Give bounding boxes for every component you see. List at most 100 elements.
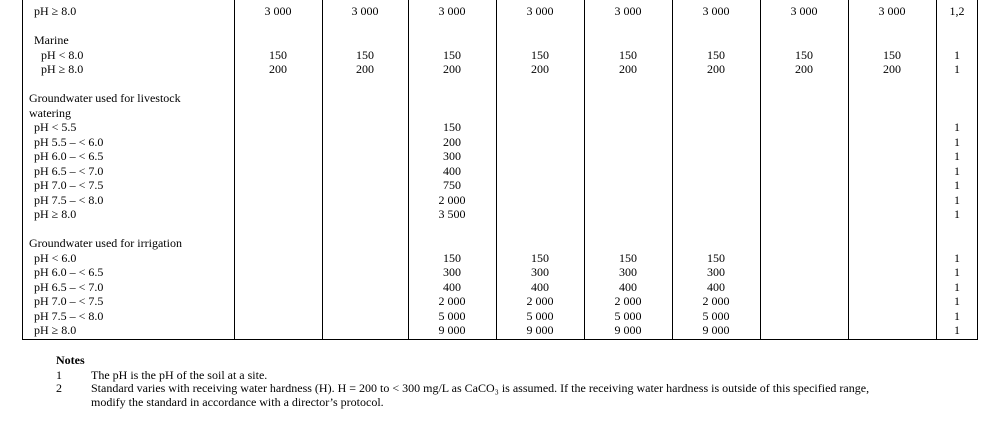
table-row [22, 222, 978, 237]
value-cell: 2 000 [438, 294, 466, 308]
value-cell: 150 [883, 47, 901, 62]
table-bottom-border [22, 339, 978, 340]
value-cell [848, 251, 936, 266]
note-text: The pH is the pH of the soil at a site. [91, 367, 268, 382]
note-ref-cell: 1 [954, 207, 960, 221]
value-cell: 150 [531, 47, 549, 62]
value-cell: 2 000 [526, 294, 554, 308]
value-cell: 150 [443, 47, 461, 62]
table-row: Groundwater used for livestock [22, 91, 978, 106]
value-cell [848, 164, 936, 179]
note-ref-cell: 1 [954, 163, 960, 178]
value-cell [760, 120, 848, 135]
table-column-border [977, 0, 978, 339]
table-column-border [760, 0, 761, 339]
note-ref-cell [936, 33, 978, 48]
value-cell [760, 309, 848, 324]
value-cell [496, 135, 584, 150]
value-cell: 400 [443, 279, 461, 294]
notes-title: Notes [56, 353, 85, 367]
value-cell [234, 178, 322, 193]
value-cell [584, 193, 672, 208]
note-ref-cell: 1 [954, 279, 960, 294]
value-cell [760, 280, 848, 295]
note-ref-cell: 1,2 [949, 4, 965, 18]
row-label: pH ≥ 8.0 [34, 207, 77, 221]
note-ref-cell: 1 [954, 62, 960, 76]
value-cell [584, 120, 672, 135]
table-row: pH 7.5 – < 8.0 2 000 1 [22, 193, 978, 208]
value-cell: 2 000 [614, 294, 642, 308]
row-label: pH < 8.0 [41, 47, 84, 62]
value-cell: 150 [443, 250, 461, 265]
note-item: 1 The pH is the pH of the soil at a site… [56, 367, 891, 383]
table-column-border [584, 0, 585, 339]
value-cell: 200 [443, 134, 461, 149]
table-column-border [848, 0, 849, 339]
value-cell [584, 135, 672, 150]
value-cell: 3 000 [790, 4, 818, 18]
table-row: pH 7.5 – < 8.0 5 000 5 000 5 000 5 000 1 [22, 309, 978, 324]
value-cell [848, 294, 936, 309]
notes-section: Notes 1 The pH is the pH of the soil at … [56, 353, 891, 409]
value-cell [322, 280, 408, 295]
table-row: pH ≥ 8.0 3 000 3 000 3 000 3 000 3 000 3 000 3 … [22, 4, 978, 19]
value-cell [848, 207, 936, 222]
value-cell [496, 164, 584, 179]
value-cell [760, 251, 848, 266]
note-ref-cell: 1 [954, 308, 960, 323]
table-row: pH 6.0 – < 6.5 300 300 300 300 1 [22, 265, 978, 280]
table-row: pH 5.5 – < 6.0 200 1 [22, 135, 978, 150]
value-cell: 200 [707, 62, 725, 76]
value-cell [848, 149, 936, 164]
note-ref-cell: 1 [954, 265, 960, 279]
value-cell: 150 [795, 47, 813, 62]
row-label: pH 7.5 – < 8.0 [34, 192, 104, 207]
table-row: pH < 6.0 150 150 150 150 1 [22, 251, 978, 266]
note-ref-cell: 1 [954, 294, 960, 308]
note-ref-cell: 1 [954, 192, 960, 207]
value-cell [760, 294, 848, 309]
value-cell: 200 [356, 62, 374, 76]
value-cell: 9 000 [438, 323, 466, 337]
row-label: pH ≥ 8.0 [34, 323, 77, 337]
value-cell: 3 000 [878, 4, 906, 18]
note-ref-cell [936, 19, 978, 34]
value-cell [322, 309, 408, 324]
value-cell [322, 149, 408, 164]
note-ref-cell [936, 222, 978, 237]
value-cell: 3 000 [438, 4, 466, 18]
table-row: pH 7.0 – < 7.5 2 000 2 000 2 000 2 000 1 [22, 294, 978, 309]
value-cell: 5 000 [614, 308, 642, 323]
value-cell [584, 178, 672, 193]
value-cell [760, 207, 848, 222]
value-cell: 400 [443, 163, 461, 178]
value-cell: 400 [531, 279, 549, 294]
value-cell [234, 135, 322, 150]
value-cell [234, 294, 322, 309]
table-column-border [234, 0, 235, 339]
note-ref-cell: 1 [954, 178, 960, 192]
row-label: pH 7.0 – < 7.5 [34, 294, 104, 308]
table-row: pH 6.0 – < 6.5 300 1 [22, 149, 978, 164]
value-cell: 150 [443, 120, 461, 134]
note-number: 2 [56, 381, 62, 395]
row-label: Marine [34, 33, 69, 47]
value-cell: 5 000 [438, 308, 466, 323]
value-cell [322, 193, 408, 208]
table-row: pH < 5.5 150 1 [22, 120, 978, 135]
value-cell [496, 149, 584, 164]
value-cell [672, 135, 760, 150]
value-cell [760, 265, 848, 280]
table-row: watering [22, 106, 978, 121]
value-cell: 200 [269, 62, 287, 76]
note-ref-cell [936, 91, 978, 106]
table-row: pH 6.5 – < 7.0 400 1 [22, 164, 978, 179]
value-cell: 150 [619, 250, 637, 265]
value-cell [322, 178, 408, 193]
value-cell: 200 [795, 62, 813, 76]
value-cell: 150 [619, 47, 637, 62]
value-cell [672, 164, 760, 179]
value-cell [234, 265, 322, 280]
